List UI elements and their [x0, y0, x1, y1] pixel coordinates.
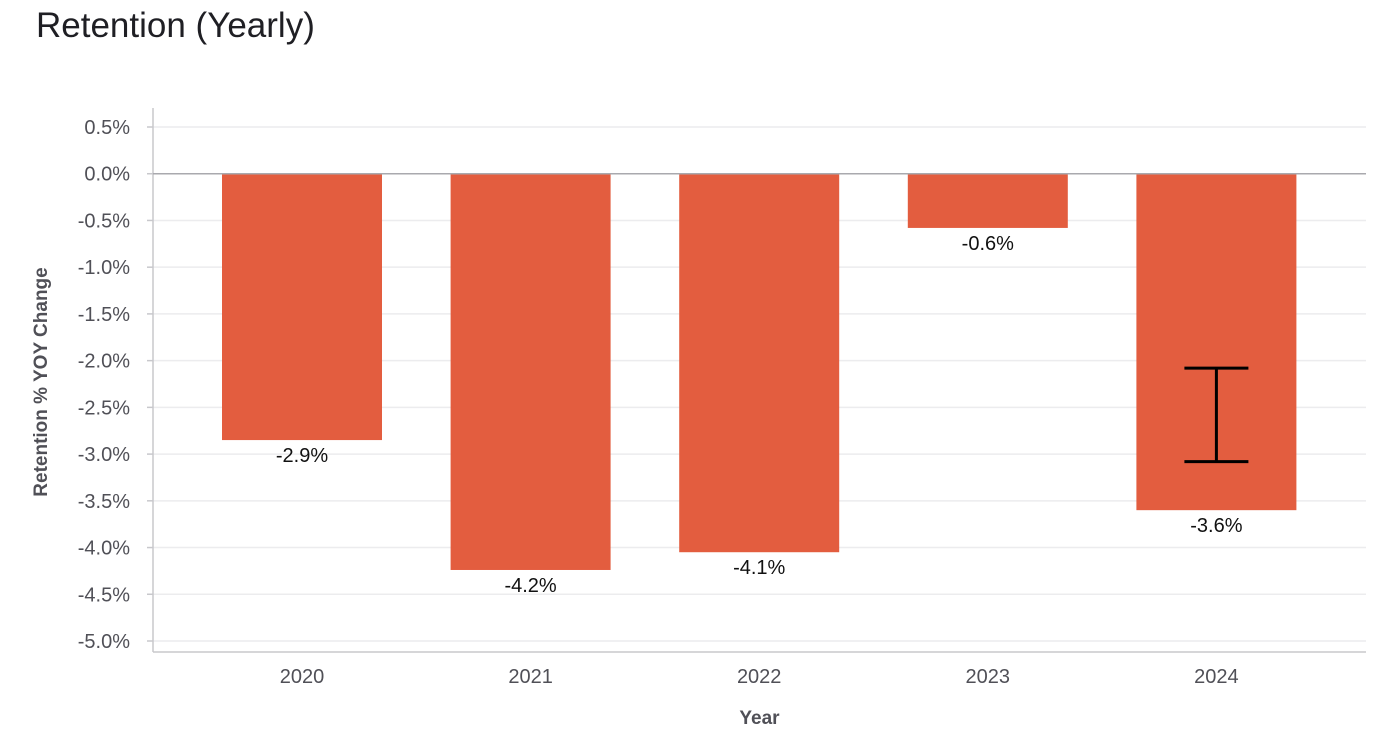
bar-value-label: -3.6% — [1190, 515, 1242, 537]
y-tick-label: -0.5% — [78, 210, 130, 232]
y-tick-label: 0.5% — [84, 117, 130, 139]
bar-value-label: -4.2% — [504, 575, 556, 597]
x-tick-label: 2021 — [508, 666, 553, 688]
y-axis-title: Retention % YOY Change — [31, 267, 52, 496]
bars — [222, 173, 1297, 570]
x-tick-label: 2020 — [280, 666, 325, 688]
bar-value-label: -0.6% — [962, 233, 1014, 255]
bar-2023 — [907, 173, 1068, 228]
chart-title: Retention (Yearly) — [36, 6, 315, 45]
x-tick-label: 2023 — [966, 666, 1011, 688]
y-tick-label: -1.0% — [78, 257, 130, 279]
bar-value-label: -2.9% — [276, 445, 328, 467]
bar-value-label: -4.1% — [733, 557, 785, 579]
x-tick-label: 2022 — [737, 666, 782, 688]
y-tick-label: -4.5% — [78, 584, 130, 606]
bar-2021 — [450, 173, 611, 570]
y-tick-label: 0.0% — [84, 164, 130, 186]
error-bar — [1184, 366, 1249, 464]
y-tick-label: -3.5% — [78, 491, 130, 513]
y-tick-label: -2.5% — [78, 397, 130, 419]
bar-2020 — [222, 173, 382, 441]
y-tick-label: -5.0% — [78, 631, 130, 653]
bar-2022 — [679, 173, 840, 553]
bar-labels: -2.9% -4.2% -4.1% -0.6% -3.6% — [276, 233, 1243, 597]
y-tick-label: -3.0% — [78, 444, 130, 466]
x-axis-title: Year — [739, 708, 780, 729]
y-tick-label: -2.0% — [78, 351, 130, 373]
y-tick-label: -1.5% — [78, 304, 130, 326]
x-axis-ticks: 2020 2021 2022 2023 2024 — [280, 666, 1239, 688]
x-tick-label: 2024 — [1194, 666, 1239, 688]
y-tick-label: -4.0% — [78, 538, 130, 560]
y-axis-ticks: 0.5% 0.0% -0.5% -1.0% -1.5% -2.0% -2.5% -3.0% -3… — [78, 117, 153, 653]
